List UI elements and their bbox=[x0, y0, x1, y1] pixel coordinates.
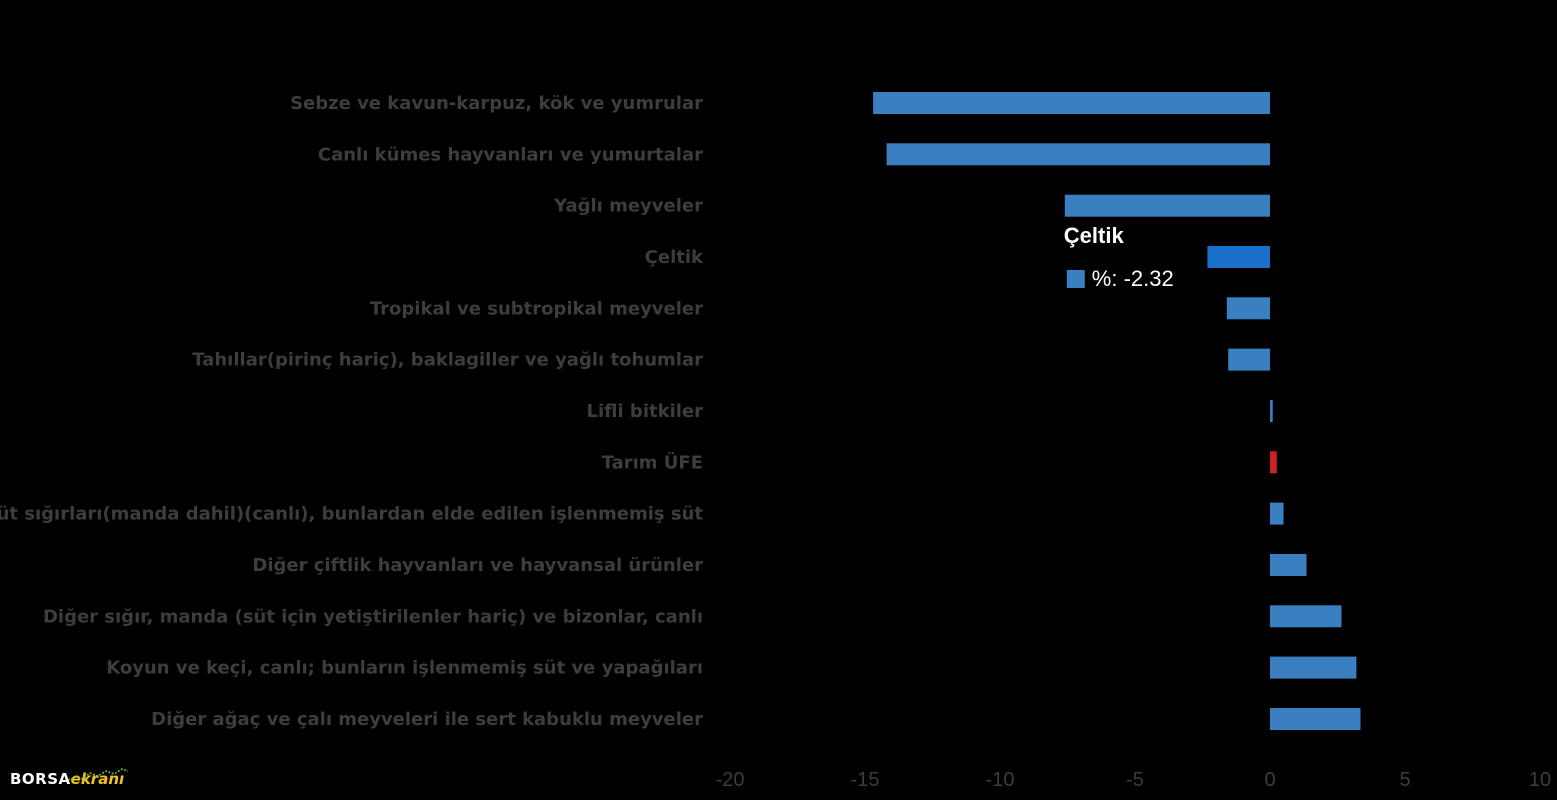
category-label-4: Tropikal ve subtropikal meyveler bbox=[370, 298, 703, 319]
category-label-3: Çeltik bbox=[645, 247, 704, 268]
category-label-7: Tarım ÜFE bbox=[602, 451, 703, 473]
category-label-2: Yağlı meyveler bbox=[553, 196, 703, 217]
x-tick-label-1: -15 bbox=[851, 769, 880, 791]
tooltip-value: %: -2.32 bbox=[1092, 266, 1174, 291]
brand-sparkline-icon bbox=[68, 768, 128, 781]
category-label-5: Tahıllar(pirinç hariç), baklagiller ve y… bbox=[192, 350, 703, 371]
bar-9[interactable] bbox=[1270, 554, 1307, 576]
brand-logo-text-ekrani: ekranı bbox=[70, 770, 125, 788]
bar-0[interactable] bbox=[873, 92, 1270, 114]
bars-layer bbox=[873, 92, 1361, 730]
tooltip-title: Çeltik bbox=[1064, 223, 1125, 248]
bar-12[interactable] bbox=[1270, 708, 1361, 730]
bar-2[interactable] bbox=[1064, 194, 1270, 217]
category-label-0: Sebze ve kavun-karpuz, kök ve yumrular bbox=[290, 93, 703, 114]
bar-3[interactable] bbox=[1207, 246, 1270, 268]
category-label-6: Lifli bitkiler bbox=[587, 401, 704, 422]
brand-logo: BORSAekranı bbox=[10, 768, 128, 796]
bar-6[interactable] bbox=[1270, 400, 1273, 422]
bar-4[interactable] bbox=[1226, 297, 1270, 320]
x-tick-label-2: -10 bbox=[986, 769, 1015, 791]
bar-11[interactable] bbox=[1270, 656, 1357, 679]
tooltip: Çeltik %: -2.32 bbox=[1064, 223, 1174, 291]
brand-logo-text-borsa: BORSA bbox=[10, 770, 71, 788]
category-label-11: Koyun ve keçi, canlı; bunların işlenmemi… bbox=[106, 658, 703, 679]
x-tick-label-5: 5 bbox=[1399, 769, 1410, 791]
category-label-12: Diğer ağaç ve çalı meyveleri ile sert ka… bbox=[151, 709, 703, 730]
category-labels-layer: Sebze ve kavun-karpuz, kök ve yumrular Ca… bbox=[0, 93, 704, 730]
category-label-8: Süt sığırları(manda dahil)(canlı), bunla… bbox=[0, 504, 703, 525]
bar-1[interactable] bbox=[886, 143, 1270, 166]
x-tick-label-4: 0 bbox=[1264, 769, 1275, 791]
bar-5[interactable] bbox=[1228, 348, 1270, 371]
x-tick-label-6: 10 bbox=[1529, 769, 1551, 791]
tooltip-series-swatch bbox=[1066, 270, 1085, 288]
bar-10[interactable] bbox=[1270, 605, 1342, 628]
bar-8[interactable] bbox=[1270, 502, 1284, 525]
category-label-9: Diğer çiftlik hayvanları ve hayvansal ür… bbox=[252, 555, 703, 576]
category-label-1: Canlı kümes hayvanları ve yumurtalar bbox=[318, 144, 703, 165]
x-axis-ticks-layer: -20 -15 -10 -5 0 5 10 bbox=[716, 769, 1552, 791]
x-tick-label-0: -20 bbox=[716, 769, 745, 791]
x-tick-label-3: -5 bbox=[1126, 769, 1144, 791]
bar-7[interactable] bbox=[1270, 451, 1277, 474]
category-label-10: Diğer sığır, manda (süt için yetiştirile… bbox=[43, 606, 703, 627]
